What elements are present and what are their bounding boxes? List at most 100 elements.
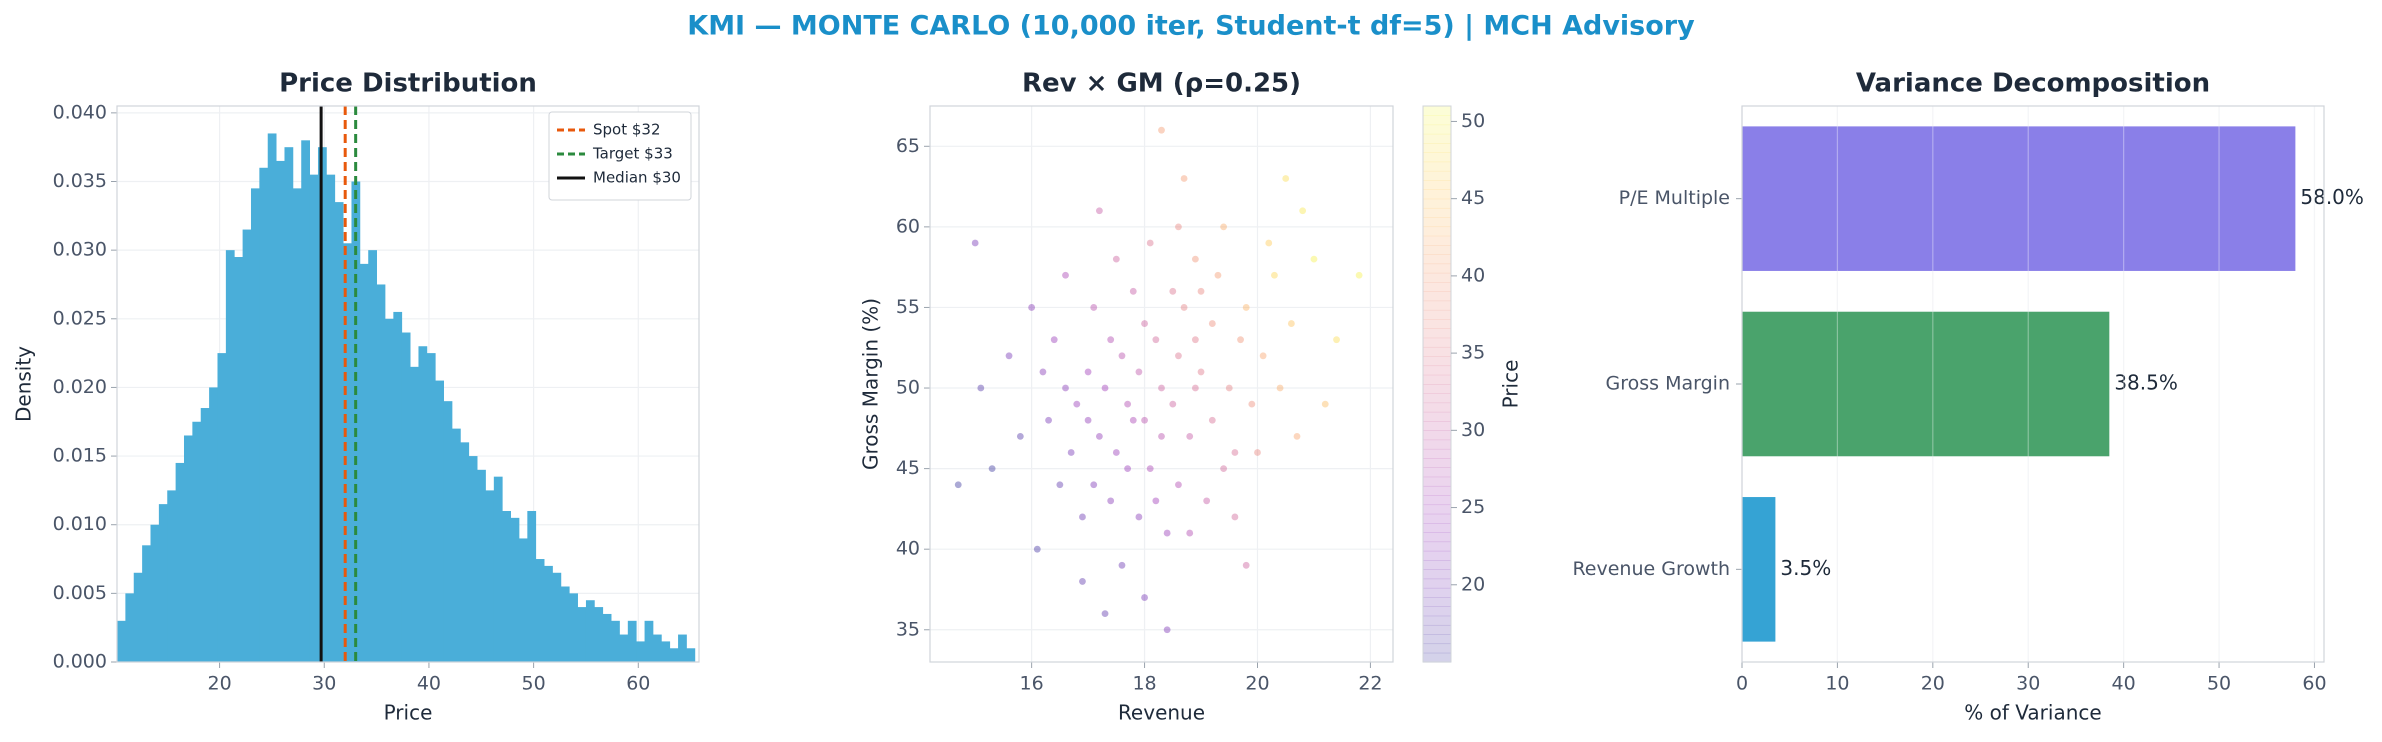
histogram-bar	[527, 510, 537, 662]
histogram-bar	[435, 380, 444, 662]
scatter-point	[1146, 239, 1154, 247]
x-axis-label: Revenue	[1118, 701, 1205, 725]
scatter-point	[1118, 352, 1126, 360]
colorbar-cell	[1423, 513, 1451, 524]
scatter-point	[1191, 384, 1199, 392]
colorbar-cell	[1423, 652, 1451, 663]
histogram-bar	[636, 641, 645, 662]
histogram-bar	[242, 229, 252, 663]
colorbar-cell	[1423, 550, 1451, 561]
y-tick-label: 35	[896, 618, 920, 640]
scatter-point	[1169, 287, 1177, 295]
colorbar-cell	[1423, 245, 1451, 255]
colorbar-frame	[1422, 105, 1452, 663]
scatter-point	[1197, 368, 1205, 376]
y-tick-label: Gross Margin	[1606, 373, 1730, 395]
y-tick-label: 0.020	[53, 376, 107, 398]
chart-title: Variance Decomposition	[1856, 69, 2210, 99]
colorbar-cell	[1423, 180, 1451, 190]
legend-label: Median $30	[593, 169, 681, 187]
colorbar-cell	[1423, 467, 1451, 478]
histogram-bar	[183, 435, 193, 662]
colorbar-cell	[1423, 421, 1451, 431]
x-tick-label: 50	[522, 673, 546, 695]
scatter-point	[1220, 465, 1228, 473]
y-tick-label: 55	[896, 296, 920, 318]
scatter-point	[1242, 561, 1250, 569]
scatter-point	[1158, 384, 1165, 392]
x-tick-label: 16	[1020, 673, 1044, 695]
scatter-point	[1242, 304, 1250, 311]
colorbar-tick-label: 30	[1461, 419, 1485, 441]
colorbar-cell	[1423, 624, 1451, 635]
scatter-point	[1265, 239, 1273, 247]
histogram-bar	[401, 332, 411, 662]
y-tick-label: 45	[896, 457, 920, 479]
x-tick-label: 30	[312, 673, 336, 695]
scatter-point	[1095, 207, 1103, 215]
bar	[1742, 311, 2110, 457]
colorbar-cell	[1423, 560, 1451, 570]
colorbar-cell	[1423, 643, 1451, 654]
scatter-point	[1112, 255, 1120, 263]
histogram-bar	[217, 353, 227, 662]
histogram-bar	[250, 188, 260, 663]
histogram-bar	[544, 565, 553, 662]
colorbar-cell	[1423, 587, 1451, 598]
colorbar-cell	[1423, 319, 1451, 329]
colorbar-cell	[1423, 161, 1451, 172]
scatter-point	[1237, 336, 1244, 344]
colorbar-cell	[1423, 532, 1451, 543]
y-tick-label: 0.005	[53, 582, 107, 604]
histogram-bar	[594, 607, 604, 662]
histogram-bar	[577, 607, 587, 662]
histogram-bar	[284, 147, 294, 662]
histogram-bar	[535, 559, 545, 662]
y-tick-label: 0.030	[53, 239, 107, 261]
chart-title: Rev × GM (ρ=0.25)	[1022, 69, 1301, 99]
colorbar-cell	[1423, 597, 1451, 607]
histogram-bar	[150, 524, 160, 662]
colorbar-cell	[1423, 615, 1451, 626]
histogram-bar	[384, 318, 394, 662]
scatter-point	[1310, 255, 1318, 263]
chart-title: Price Distribution	[279, 69, 537, 99]
value-label: 3.5%	[1780, 556, 1831, 580]
scatter-point	[1152, 497, 1160, 505]
scatter-point	[1090, 481, 1098, 489]
scatter-point	[1355, 271, 1363, 279]
scatter-point	[1101, 610, 1109, 618]
histogram-bar	[686, 648, 696, 662]
x-tick-label: 20	[1245, 673, 1269, 695]
scatter-point	[1101, 384, 1109, 392]
histogram-bar	[133, 572, 143, 662]
histogram-bar	[644, 620, 654, 662]
value-label: 38.5%	[2114, 371, 2178, 395]
histogram-bar	[518, 538, 528, 662]
histogram-bar	[234, 257, 244, 662]
colorbar-cell	[1423, 634, 1451, 645]
colorbar-cell	[1423, 476, 1451, 487]
colorbar-tick-label: 45	[1461, 187, 1485, 209]
histogram-bar	[125, 593, 135, 662]
x-tick-label: 60	[2302, 673, 2326, 695]
colorbar-cell	[1423, 356, 1451, 367]
x-tick-label: 0	[1736, 673, 1748, 695]
histogram-bar	[167, 490, 177, 662]
histogram-bar	[552, 572, 562, 662]
colorbar-label: Price	[1499, 360, 1523, 409]
scatter-point	[1333, 336, 1340, 344]
colorbar-cell	[1423, 374, 1451, 385]
colorbar-cell	[1423, 523, 1451, 533]
scatter-point	[1276, 384, 1284, 392]
scatter-point	[1208, 416, 1216, 424]
histogram-bar	[493, 476, 503, 662]
x-axis-label: Price	[384, 701, 433, 725]
colorbar-cell	[1423, 606, 1451, 617]
y-tick-label: 50	[896, 377, 920, 399]
x-tick-label: 10	[1825, 673, 1849, 695]
scatter-point	[1180, 175, 1188, 182]
colorbar-tick-label: 35	[1461, 342, 1485, 364]
histogram-bar	[451, 428, 461, 662]
